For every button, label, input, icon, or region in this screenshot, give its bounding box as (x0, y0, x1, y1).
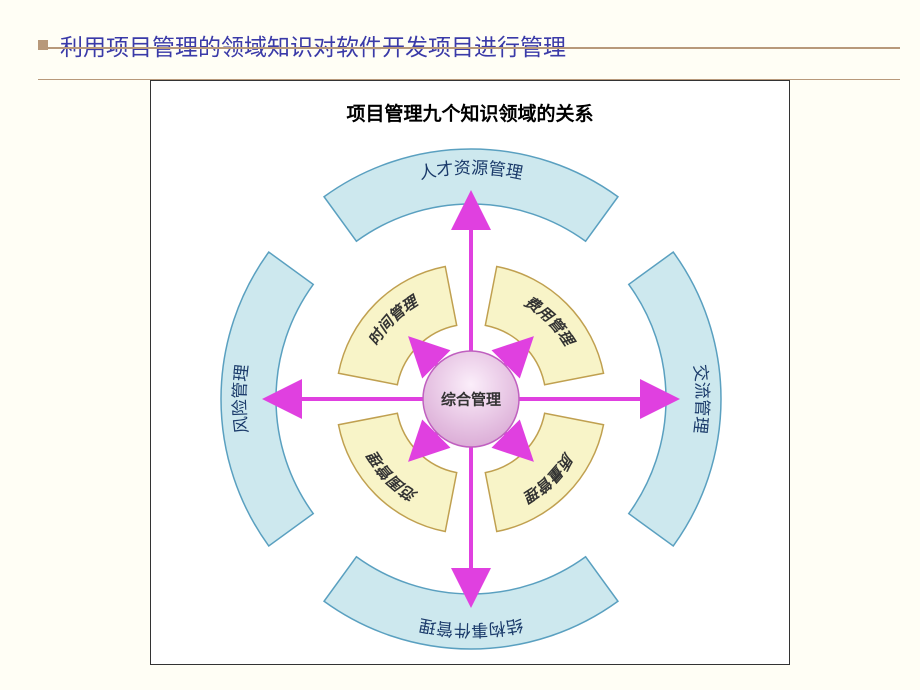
diagram-frame: 项目管理九个知识领域的关系 综合管理 人才资源管理 交流管理 结 (150, 80, 790, 665)
center-label: 综合管理 (441, 390, 501, 408)
page-title: 利用项目管理的领域知识对软件开发项目进行管理 (60, 28, 566, 62)
title-rule (38, 47, 900, 49)
diagram-svg: 综合管理 人才资源管理 交流管理 结构事件管理 风险管理 时间管理 费用管理 质… (151, 81, 791, 666)
page-title-bar: 利用项目管理的领域知识对软件开发项目进行管理 (38, 28, 900, 62)
